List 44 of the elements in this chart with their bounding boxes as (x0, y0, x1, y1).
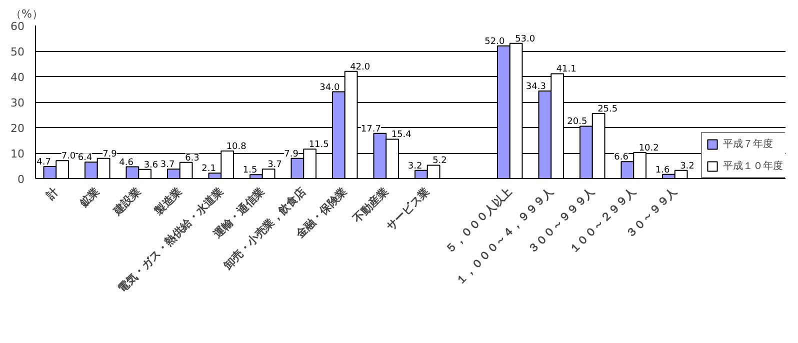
data-label: 34.0 (320, 82, 340, 93)
y-axis-title: （%） (10, 8, 43, 20)
data-label: 10.8 (226, 142, 247, 152)
data-label: 3.2 (680, 161, 694, 172)
data-label: 6.4 (78, 153, 92, 164)
data-label: 7.9 (102, 149, 118, 160)
data-label: 3.7 (268, 160, 282, 170)
data-label: 52.0 (484, 36, 505, 47)
data-label: 10.2 (638, 143, 659, 154)
data-label: 25.5 (598, 104, 618, 114)
x-tick-label: 鉱業 (76, 184, 102, 210)
data-label: 4.7 (36, 158, 51, 168)
y-tick-label: 50 (10, 46, 25, 58)
data-label: 7.0 (61, 152, 76, 162)
data-label: 15.4 (391, 130, 412, 140)
data-label: 7.9 (284, 149, 299, 160)
data-label: 5.2 (432, 156, 447, 166)
x-tick-label: 建設業 (110, 184, 144, 218)
data-label: 17.7 (360, 124, 381, 134)
data-label: 3.2 (408, 161, 422, 172)
y-tick-label: 20 (10, 122, 25, 135)
data-label: 34.3 (526, 82, 546, 92)
data-label: 42.0 (350, 62, 370, 72)
data-label: 4.6 (119, 158, 134, 168)
data-label: 41.1 (556, 64, 576, 75)
data-label: 2.1 (202, 164, 216, 174)
data-label: 20.5 (567, 117, 588, 128)
data-label: 53.0 (515, 34, 536, 44)
data-label: 6.3 (185, 153, 200, 164)
legend-label: 平成７年度 (723, 138, 773, 151)
y-tick-label: 10 (10, 148, 25, 160)
data-label: 11.5 (308, 140, 329, 150)
y-tick-label: 30 (10, 96, 25, 110)
x-tick-label: 計 (43, 184, 61, 203)
x-tick-label: 製造業 (151, 184, 184, 218)
data-label: 6.6 (614, 152, 629, 163)
data-label: 3.6 (144, 160, 158, 170)
data-label: 1.5 (242, 166, 258, 176)
legend-label: 平成１０年度 (723, 160, 783, 173)
data-label: 3.7 (160, 160, 175, 170)
data-label: 1.6 (655, 165, 670, 176)
y-tick-label: 40 (10, 71, 25, 84)
y-tick-label: 60 (10, 20, 25, 33)
y-tick-label: 0 (18, 173, 24, 186)
